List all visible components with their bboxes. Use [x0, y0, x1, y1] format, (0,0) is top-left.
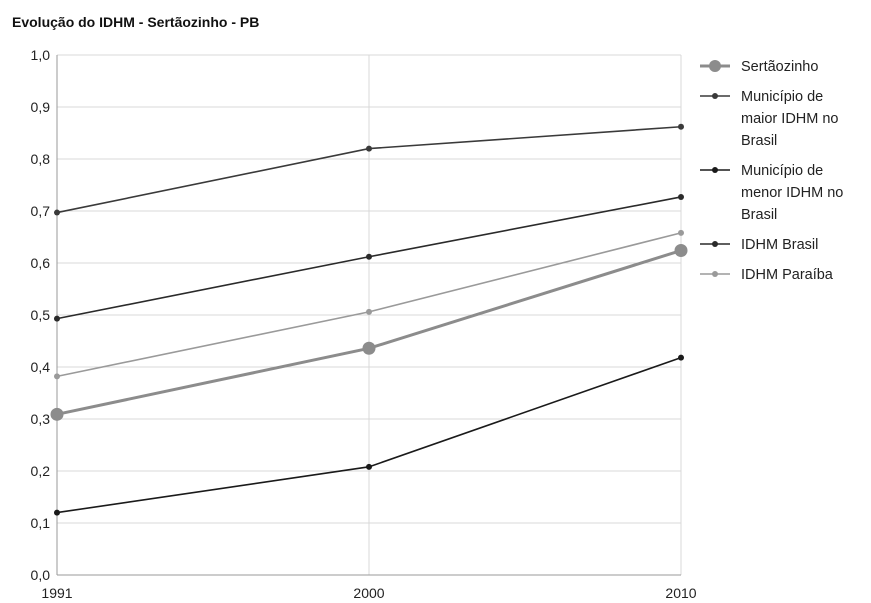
y-tick-label: 0,1	[31, 515, 51, 531]
legend-label: menor IDHM no	[741, 185, 843, 201]
y-tick-label: 0,3	[31, 411, 51, 427]
data-point	[54, 509, 60, 516]
legend-marker	[709, 60, 721, 72]
x-tick-label: 2000	[353, 585, 384, 601]
data-point	[366, 145, 372, 152]
legend-label: IDHM Paraíba	[741, 267, 834, 283]
data-point	[54, 209, 60, 216]
legend-label: maior IDHM no	[741, 111, 839, 127]
data-point	[366, 308, 372, 315]
x-tick-label: 1991	[41, 585, 72, 601]
data-point	[50, 407, 64, 421]
y-tick-label: 0,6	[31, 255, 51, 271]
y-tick-label: 0,7	[31, 203, 51, 219]
legend-marker	[712, 167, 718, 173]
legend-label: Município de	[741, 163, 823, 179]
legend: Sertãozinho Município de maior IDHM no Bras…	[700, 59, 843, 283]
data-point	[54, 315, 60, 322]
data-point	[362, 341, 376, 355]
y-tick-label: 0,2	[31, 463, 51, 479]
y-tick-label: 0,5	[31, 307, 51, 323]
y-tick-label: 0,4	[31, 359, 51, 375]
x-tick-label: 2010	[665, 585, 696, 601]
legend-label: IDHM Brasil	[741, 237, 818, 253]
legend-marker	[712, 241, 718, 247]
axes: 0,0 0,1 0,2 0,3 0,4 0,5 0,6 0,7 0,8 0,9 1,0 1991 200…	[31, 47, 697, 601]
legend-marker	[712, 271, 718, 277]
series-group	[50, 123, 688, 516]
legend-label: Brasil	[741, 207, 777, 223]
data-point	[366, 253, 372, 260]
legend-label: Município de	[741, 89, 823, 105]
y-tick-label: 0,9	[31, 99, 51, 115]
data-point	[678, 229, 684, 236]
legend-label: Sertãozinho	[741, 59, 818, 75]
data-point	[678, 193, 684, 200]
chart-title: Evolução do IDHM - Sertãozinho - PB	[12, 14, 260, 30]
y-tick-label: 0,8	[31, 151, 51, 167]
data-point	[54, 373, 60, 380]
data-point	[366, 463, 372, 470]
y-tick-label: 1,0	[31, 47, 51, 63]
legend-marker	[712, 93, 718, 99]
y-tick-label: 0,0	[31, 567, 51, 583]
data-point	[678, 123, 684, 130]
data-point	[674, 244, 688, 258]
data-point	[678, 354, 684, 361]
legend-label: Brasil	[741, 133, 777, 149]
